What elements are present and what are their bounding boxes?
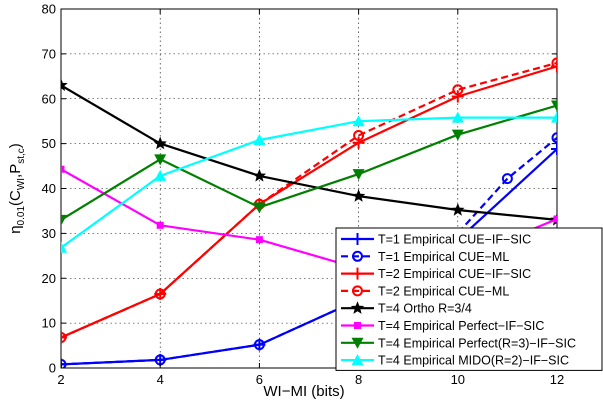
legend-marker (351, 267, 364, 280)
x-tick-label: 12 (550, 372, 564, 387)
data-point (154, 169, 167, 181)
series-7 (61, 100, 557, 226)
data-point (61, 358, 67, 368)
legend-label: T=2 Empirical CUE−ML (378, 284, 509, 298)
data-point (451, 129, 464, 141)
data-point (253, 202, 266, 214)
y-tick-label: 30 (42, 226, 56, 241)
data-point (551, 132, 557, 144)
data-point (252, 168, 267, 182)
x-tick-label: 6 (256, 372, 263, 387)
data-point (61, 241, 67, 253)
y-tick-label: 70 (42, 46, 56, 61)
data-point (551, 111, 557, 123)
data-point (351, 189, 366, 202)
data-point (255, 236, 263, 244)
data-point (352, 136, 365, 149)
legend-marker (350, 301, 365, 314)
y-tick-label: 10 (42, 316, 56, 331)
series-line (61, 84, 557, 222)
legend-marker (351, 354, 364, 366)
legend-entry: T=1 Empirical CUE−ML (341, 250, 509, 264)
data-point (61, 214, 67, 226)
y-tick-label: 80 (42, 2, 56, 17)
data-point (551, 57, 557, 69)
data-point (154, 154, 167, 166)
legend-entry: T=1 Empirical CUE−IF−SIC (341, 233, 531, 247)
legend-entry: T=2 Empirical CUE−IF−SIC (341, 267, 531, 281)
legend-label: T=2 Empirical CUE−IF−SIC (378, 267, 531, 281)
series-5 (61, 78, 557, 226)
data-point (61, 165, 65, 173)
data-point (253, 339, 265, 351)
legend-marker (351, 233, 364, 245)
x-tick-label: 8 (355, 372, 362, 387)
y-axis-label: η0.01(CWI,Pst,c) (7, 143, 27, 234)
x-tick-label: 10 (451, 372, 465, 387)
data-point (61, 331, 67, 343)
legend-label: T=4 Ortho R=3/4 (378, 302, 472, 316)
data-point (352, 115, 365, 127)
legend-label: T=4 Empirical MIDO(R=2)−IF−SIC (378, 354, 569, 368)
data-point (352, 169, 365, 181)
legend: T=1 Empirical CUE−IF−SIC T=1 Empirical CU… (335, 227, 603, 371)
x-tick-label: 4 (157, 372, 164, 387)
legend-label: T=4 Empirical Perfect(R=3)−IF−SIC (378, 336, 576, 350)
legend-entry: T=2 Empirical CUE−ML (341, 284, 509, 298)
legend-marker (354, 322, 361, 329)
series-line (61, 104, 557, 221)
legend-entry: T=4 Ortho R=3/4 (341, 301, 472, 316)
legend-entry: T=4 Empirical Perfect(R=3)−IF−SIC (341, 336, 576, 350)
series-4 (61, 57, 557, 343)
legend-label: T=1 Empirical CUE−ML (378, 250, 509, 264)
series-8 (61, 111, 557, 253)
data-point (551, 100, 557, 112)
data-point (153, 136, 167, 150)
legend-label: T=1 Empirical CUE−IF−SIC (378, 233, 531, 247)
legend-entry: T=4 Empirical MIDO(R=2)−IF−SIC (341, 354, 569, 368)
data-point (451, 111, 464, 123)
legend-label: T=4 Empirical Perfect−IF−SIC (378, 319, 544, 333)
data-point (451, 90, 464, 103)
data-point (501, 173, 513, 185)
x-tick-label: 2 (57, 372, 64, 387)
data-point (353, 130, 365, 142)
legend-marker (352, 285, 363, 297)
data-point (452, 84, 464, 96)
data-point (253, 134, 266, 146)
y-tick-label: 0 (49, 361, 56, 376)
y-tick-label: 60 (42, 91, 56, 106)
data-point (451, 203, 465, 216)
y-tick-label: 20 (42, 271, 56, 286)
y-tick-label: 50 (42, 136, 56, 151)
y-tick-label: 40 (42, 181, 56, 196)
legend-box (335, 227, 603, 371)
legend-marker (351, 337, 364, 349)
data-point (551, 143, 557, 156)
data-point (61, 78, 68, 91)
x-axis-label: WI−MI (bits) (263, 383, 344, 400)
legend-marker (352, 250, 363, 262)
data-point (553, 215, 557, 223)
legend-entry: T=4 Empirical Perfect−IF−SIC (341, 319, 544, 333)
data-point (154, 288, 166, 300)
data-point (156, 221, 164, 229)
